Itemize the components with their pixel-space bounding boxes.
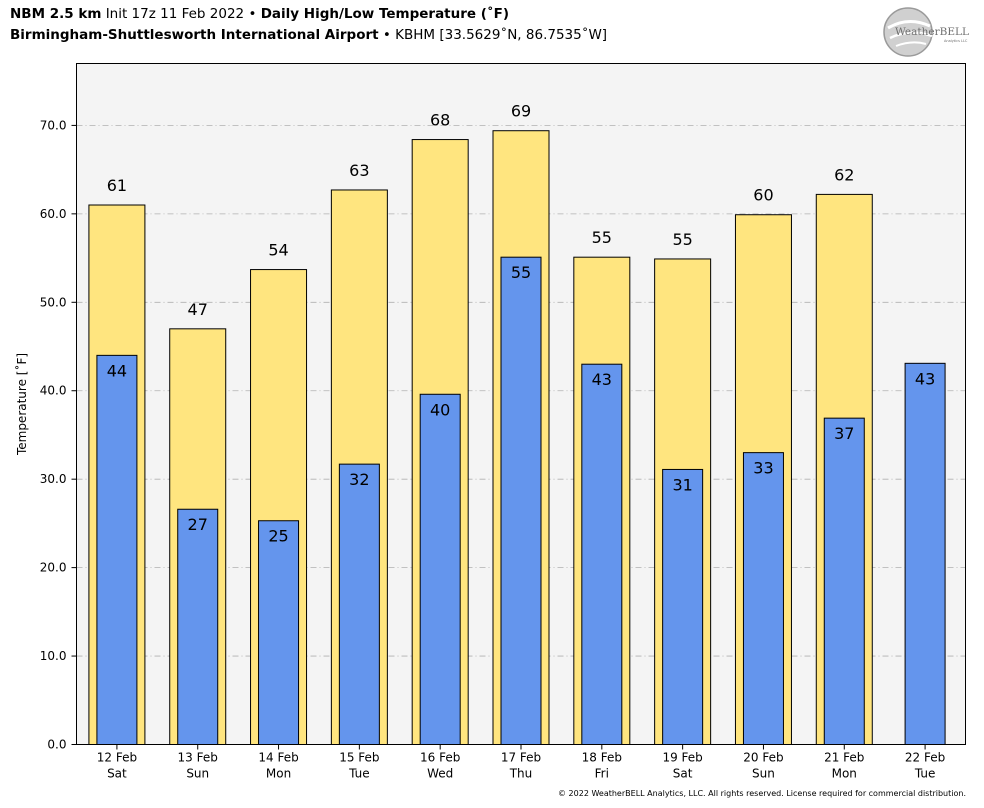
y-axis: 0.0 10.0 20.0 30.0 40.0 50.0 60.0 70.0: [40, 118, 77, 752]
x-tick-label-day: Wed: [427, 767, 453, 781]
low-temp-bar: [500, 256, 542, 745]
high-temp-label: 69: [511, 102, 531, 121]
y-tick-label: 30.0: [40, 472, 67, 486]
low-temp-label: 32: [349, 470, 369, 489]
high-temp-label: 61: [107, 176, 127, 195]
low-temp-label: 31: [672, 475, 692, 494]
init-time: Init 17z 11 Feb 2022: [105, 6, 245, 22]
x-tick-label-day: Sat: [107, 767, 127, 781]
y-tick-label: 50.0: [40, 295, 67, 309]
y-axis-label: Temperature [˚F]: [14, 353, 29, 456]
copyright-notice: © 2022 WeatherBELL Analytics, LLC. All r…: [558, 789, 966, 798]
high-temp-label: 55: [672, 230, 692, 249]
x-tick-label-date: 19 Feb: [662, 751, 702, 765]
low-temp-label: 25: [268, 527, 288, 546]
high-temp-label: 68: [430, 111, 450, 130]
chart-title-line-2: Birmingham-Shuttlesworth International A…: [10, 27, 607, 43]
x-tick-label-date: 21 Feb: [824, 751, 864, 765]
y-tick-label: 20.0: [40, 561, 67, 575]
low-temp-bar: [742, 452, 784, 745]
x-tick-label-day: Tue: [914, 767, 936, 781]
y-tick-label: 60.0: [40, 207, 67, 221]
weatherbell-logo: WeatherBELL Analytics LLC: [883, 7, 969, 57]
x-tick-label-date: 17 Feb: [501, 751, 541, 765]
x-tick-label-date: 14 Feb: [258, 751, 298, 765]
x-tick-label-day: Thu: [509, 767, 533, 781]
x-tick-label-date: 18 Feb: [582, 751, 622, 765]
station-name: Birmingham-Shuttlesworth International A…: [10, 27, 379, 43]
x-tick-label-day: Fri: [595, 767, 609, 781]
product-name: Daily High/Low Temperature (˚F): [260, 6, 510, 22]
low-temp-label: 55: [511, 263, 531, 282]
bars: 61 44 47 27 54 25 63 32 68 40 69 55 55 43 55 31 60 33 62 37…: [88, 102, 946, 746]
x-tick-label-day: Mon: [832, 767, 857, 781]
low-temp-bar: [823, 417, 865, 745]
low-temp-label: 27: [188, 515, 208, 534]
low-temp-label: 44: [107, 361, 127, 380]
x-tick-label-day: Mon: [266, 767, 291, 781]
station-info: KBHM [33.5629˚N, 86.7535˚W]: [395, 27, 608, 43]
x-tick-label-date: 16 Feb: [420, 751, 460, 765]
high-temp-label: 63: [349, 161, 369, 180]
high-temp-label: 62: [834, 165, 854, 184]
y-tick-label: 70.0: [40, 118, 67, 132]
separator: •: [382, 27, 391, 43]
model-name: NBM 2.5 km: [10, 6, 102, 22]
x-tick-label-date: 20 Feb: [743, 751, 783, 765]
chart-title-line-1: NBM 2.5 km Init 17z 11 Feb 2022 • Daily …: [10, 6, 509, 22]
low-temp-bar: [258, 520, 300, 745]
x-axis: 12 Feb Sat 13 Feb Sun 14 Feb Mon 15 Feb Tue 16 F…: [97, 744, 945, 781]
low-temp-bar: [96, 354, 138, 745]
x-tick-label-day: Tue: [348, 767, 370, 781]
low-temp-bar: [662, 468, 704, 745]
low-temp-label: 40: [430, 400, 450, 419]
x-tick-label-date: 13 Feb: [178, 751, 218, 765]
low-temp-label: 33: [753, 459, 773, 478]
low-temp-bar: [419, 393, 461, 745]
separator: •: [248, 6, 257, 22]
low-temp-bar: [904, 362, 946, 745]
x-tick-label-date: 22 Feb: [905, 751, 945, 765]
high-temp-label: 55: [592, 228, 612, 247]
low-temp-bar: [338, 463, 380, 745]
low-temp-label: 37: [834, 424, 854, 443]
high-temp-label: 54: [268, 241, 288, 260]
y-tick-label: 40.0: [40, 384, 67, 398]
low-temp-label: 43: [915, 369, 935, 388]
x-tick-label-day: Sun: [186, 767, 209, 781]
x-tick-label-date: 12 Feb: [97, 751, 137, 765]
x-tick-label-date: 15 Feb: [339, 751, 379, 765]
x-tick-label-day: Sat: [673, 767, 693, 781]
high-temp-label: 47: [188, 300, 208, 319]
low-temp-bar: [581, 363, 623, 745]
logo-subtext: Analytics LLC: [944, 39, 968, 43]
low-temp-label: 43: [592, 370, 612, 389]
x-tick-label-day: Sun: [752, 767, 775, 781]
low-temp-bar: [177, 508, 219, 745]
y-tick-label: 0.0: [47, 738, 66, 752]
logo-text: WeatherBELL: [895, 26, 969, 38]
high-temp-label: 60: [753, 186, 773, 205]
y-tick-label: 10.0: [40, 649, 67, 663]
